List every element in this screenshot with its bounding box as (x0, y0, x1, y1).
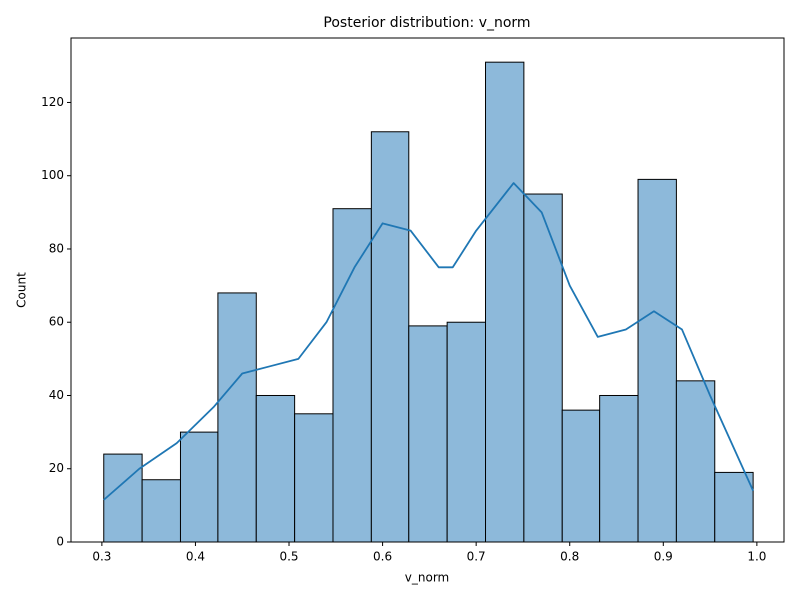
bar (141, 479, 181, 543)
y-tick-label: 0 (56, 535, 64, 549)
x-tick-label: 0.7 (467, 550, 486, 564)
x-tick-label: 0.9 (654, 550, 673, 564)
bar (217, 292, 257, 543)
axes-frame (70, 37, 785, 543)
x-tick-label: 0.6 (373, 550, 392, 564)
y-tick-label: 40 (49, 388, 64, 402)
bar (103, 453, 143, 543)
bar (370, 131, 410, 543)
bar (637, 178, 677, 543)
x-tick-label: 0.4 (186, 550, 205, 564)
kde-line (103, 182, 754, 501)
bar (408, 325, 448, 543)
bar (599, 394, 639, 543)
y-tick-label: 120 (41, 95, 64, 109)
bar (179, 431, 219, 543)
y-tick-label: 80 (49, 241, 64, 255)
x-tick-label: 0.5 (279, 550, 298, 564)
bar (485, 61, 525, 543)
bar (714, 471, 754, 543)
bar (294, 413, 334, 543)
bar (332, 208, 372, 543)
chart-title: Posterior distribution: v_norm (323, 15, 530, 31)
x-tick-label: 1.0 (747, 550, 766, 564)
y-tick-label: 100 (41, 168, 64, 182)
bar (561, 409, 601, 543)
bar (446, 321, 487, 543)
y-tick-label: 20 (49, 461, 64, 475)
x-tick-label: 0.3 (92, 550, 111, 564)
bar (675, 380, 716, 543)
bar (523, 193, 563, 543)
x-axis-label: v_norm (405, 571, 449, 585)
y-tick-label: 60 (49, 315, 64, 329)
bar (255, 394, 296, 543)
y-axis-label: Count (15, 272, 29, 308)
x-tick-label: 0.8 (560, 550, 579, 564)
